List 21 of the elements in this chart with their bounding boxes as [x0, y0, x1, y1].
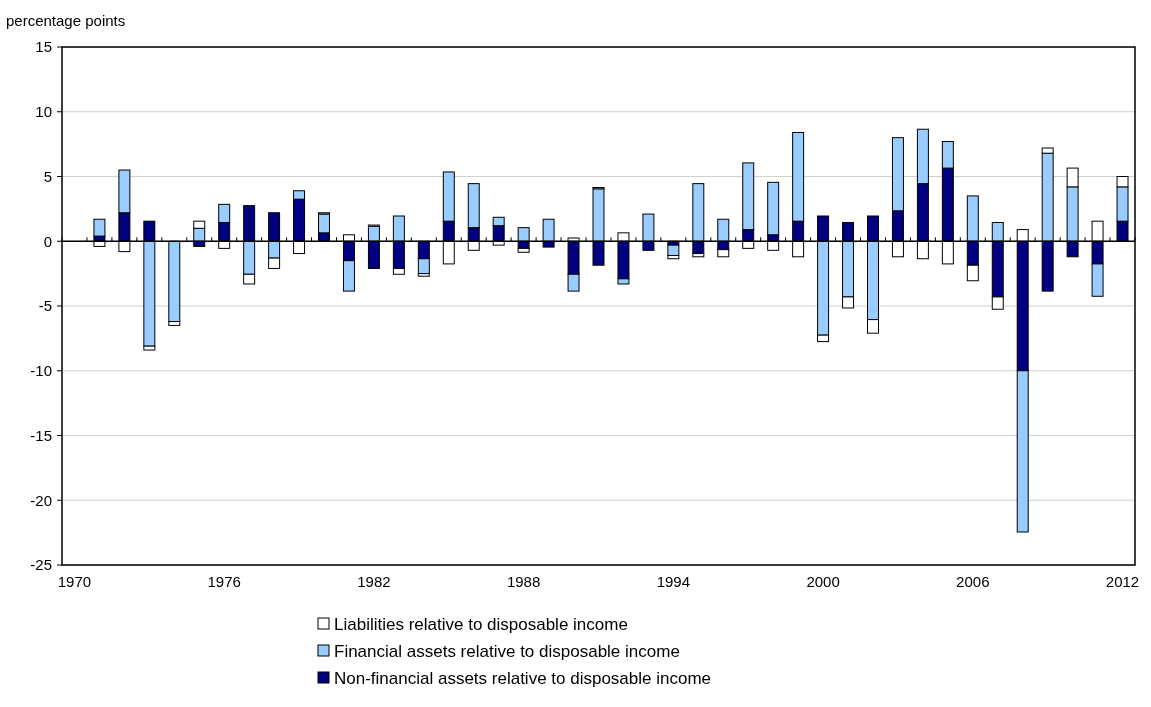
x-tick-label: 1988	[506, 573, 541, 590]
x-tick-label: 1982	[357, 573, 391, 590]
legend-label: Liabilities relative to disposable income	[334, 615, 628, 634]
x-tick-label: 2000	[806, 573, 840, 590]
y-tick-label: 0	[43, 232, 52, 250]
x-tick-label: 2006	[956, 573, 990, 590]
y-tick-label: -10	[30, 362, 52, 379]
x-tick-label: 1976	[207, 573, 241, 590]
y-tick-label: 15	[35, 38, 52, 56]
y-tick-label: -25	[30, 556, 52, 574]
x-tick-label: 1970	[57, 573, 92, 590]
x-tick-label: 1994	[656, 573, 691, 590]
y-tick-label: -15	[30, 426, 52, 444]
y-tick-label: 5	[43, 167, 52, 185]
x-tick-label: 2012	[1105, 573, 1140, 590]
legend-label: Non-financial assets relative to disposable income	[334, 669, 712, 688]
y-tick-label: -5	[38, 297, 52, 315]
y-tick-label: -20	[30, 491, 52, 509]
legend-label: Financial assets relative to disposable income	[334, 642, 680, 661]
y-axis-title: percentage points	[6, 12, 126, 29]
y-tick-label: 10	[35, 103, 52, 120]
